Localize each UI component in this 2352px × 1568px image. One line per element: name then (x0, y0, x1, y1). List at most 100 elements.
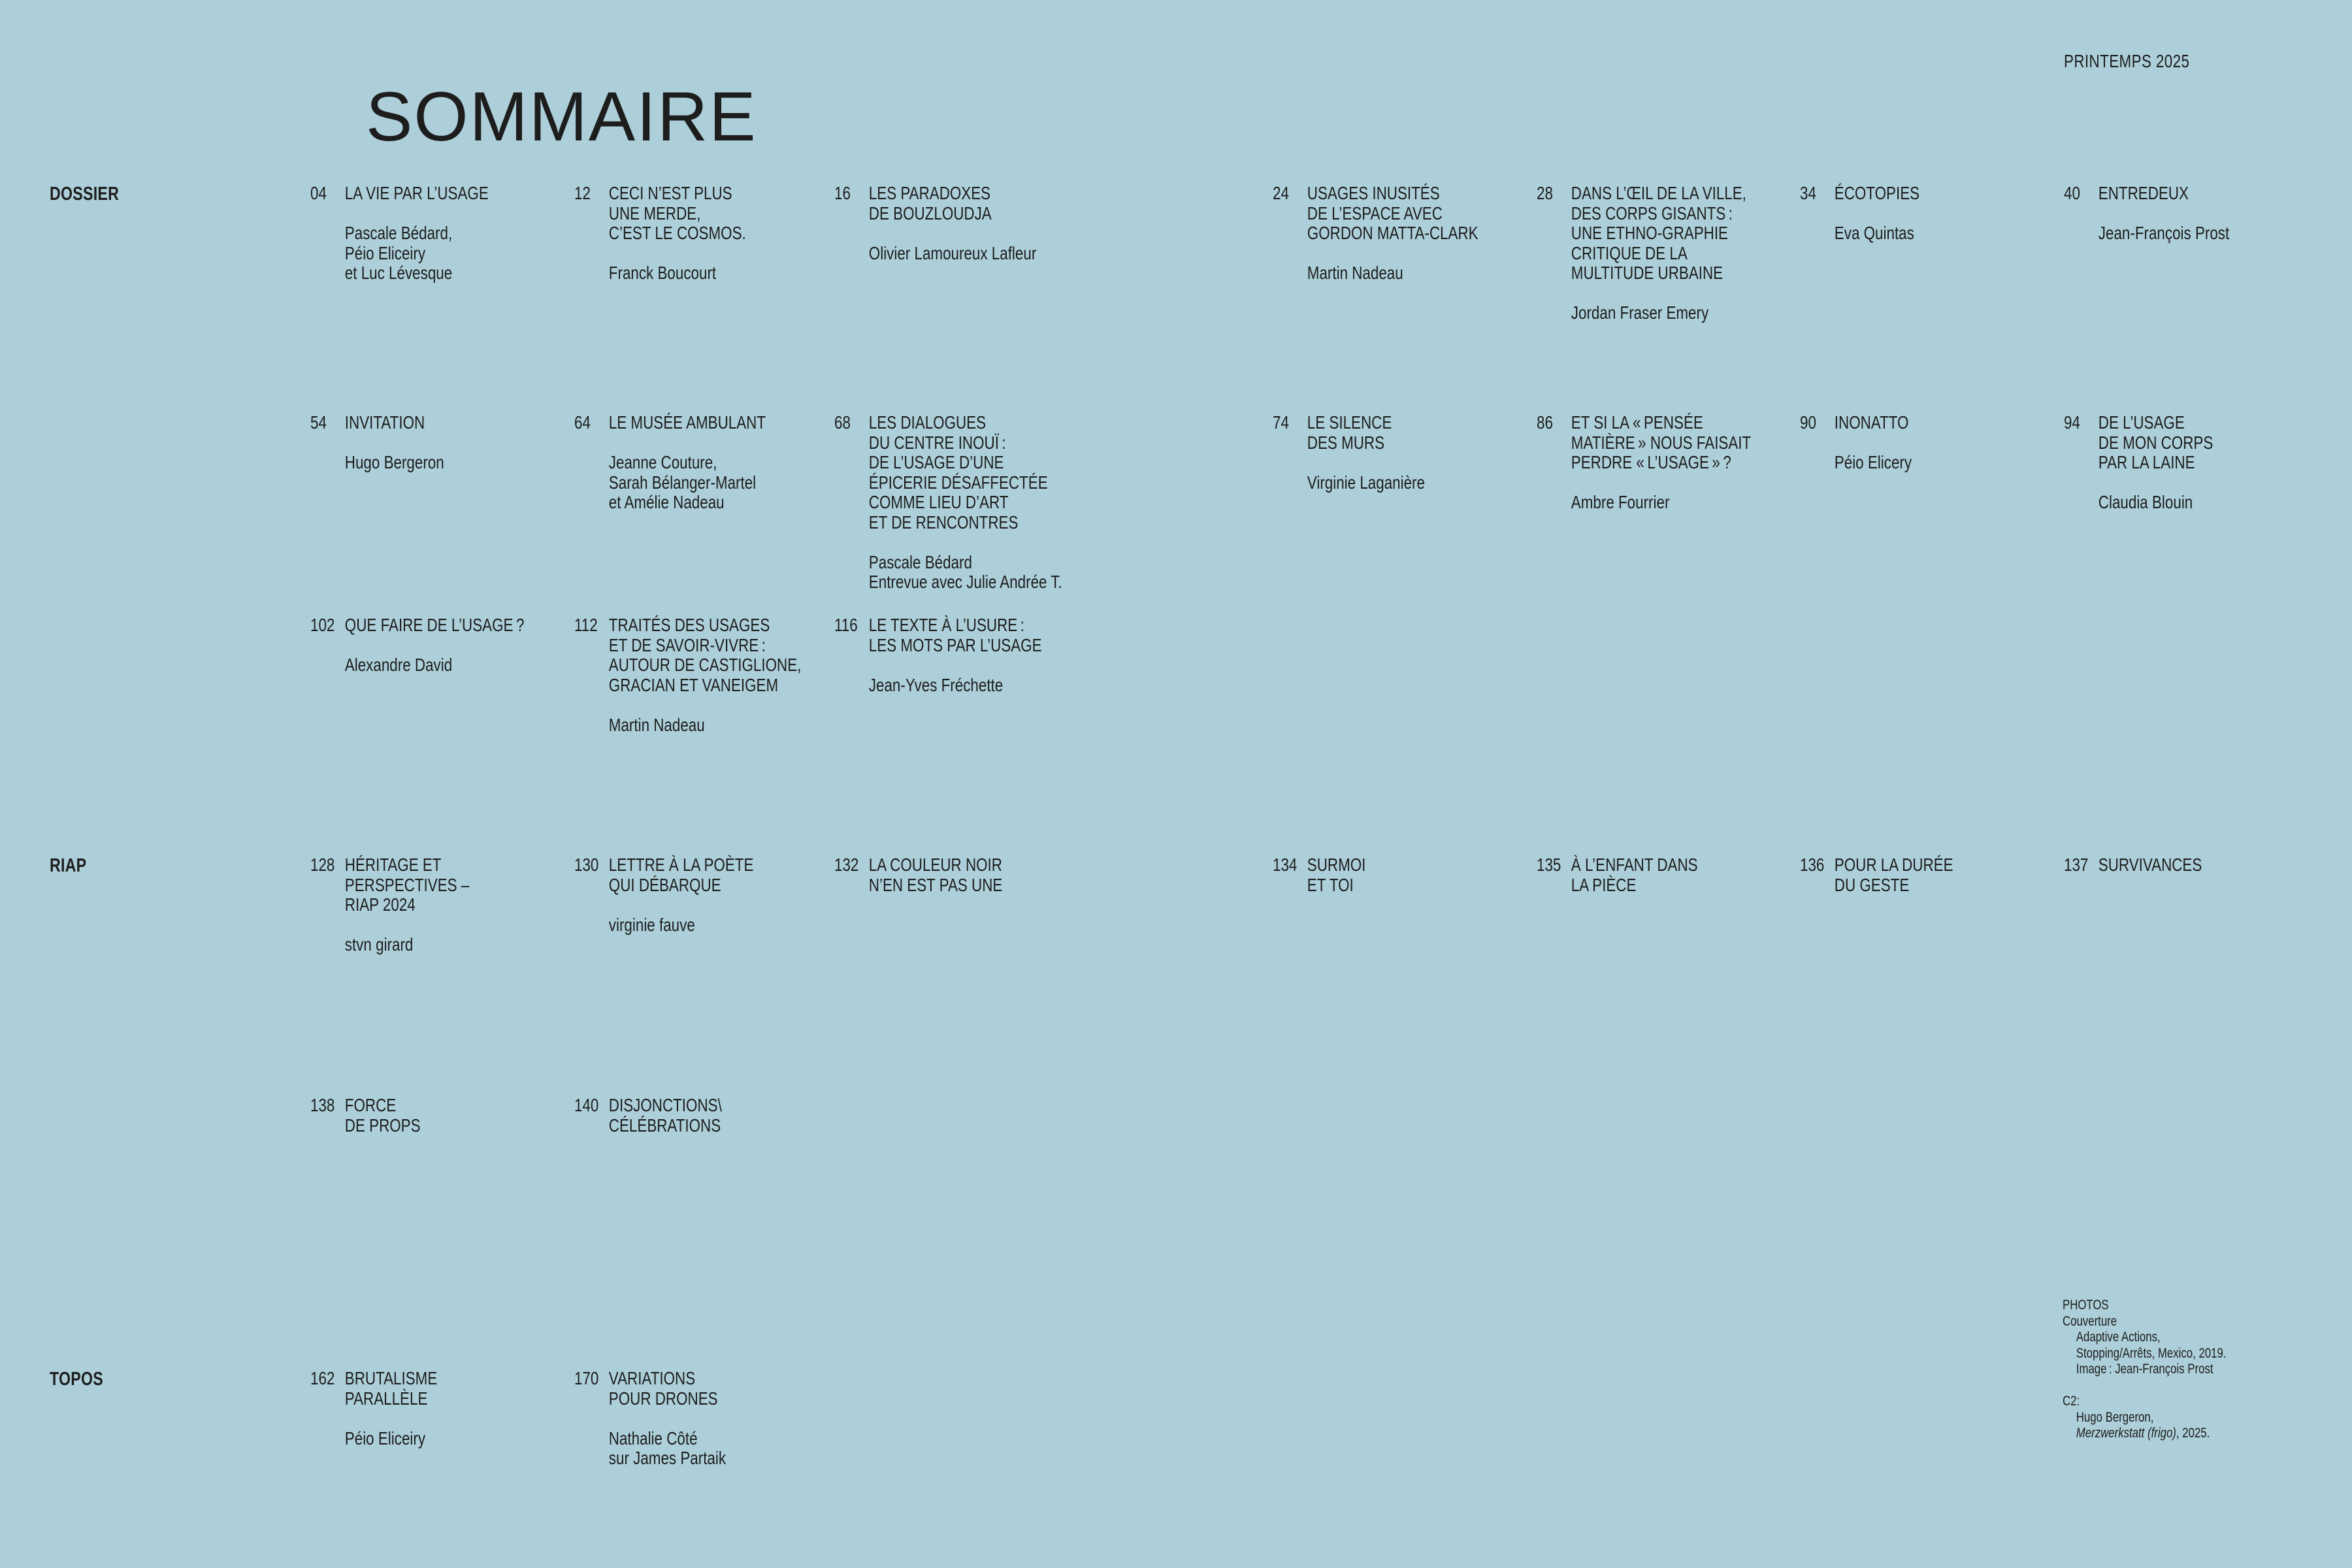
toc-entry: 137 SURVIVANCES (2064, 855, 2202, 875)
page-number: 16 (834, 183, 851, 203)
page-number: 170 (574, 1368, 599, 1388)
article-title: ENTREDEUX (2098, 183, 2189, 203)
article-title: SURVIVANCES (2098, 855, 2202, 875)
photo-credits: PHOTOS Couverture Adaptive Actions, Stop… (2063, 1298, 2227, 1442)
credits-cover-label: Couverture (2063, 1313, 2117, 1329)
article-title: HÉRITAGE ET PERSPECTIVES – RIAP 2024 (344, 855, 470, 915)
issue-label: PRINTEMPS 2025 (2064, 51, 2190, 71)
credits-heading: PHOTOS (2063, 1298, 2109, 1313)
toc-entry: 74 LE SILENCE DES MURS Virginie Laganière (1273, 412, 1425, 493)
section-label-riap: RIAP (50, 855, 87, 876)
article-title: ET SI LA « PENSÉE MATIÈRE » NOUS FAISAIT… (1571, 412, 1752, 472)
article-title: LA VIE PAR L’USAGE (344, 183, 489, 203)
page-number: 116 (834, 615, 858, 635)
article-authors: Olivier Lamoureux Lafleur (868, 242, 1037, 263)
toc-entry: 162 BRUTALISME PARALLÈLE Péio Eliceiry (310, 1368, 437, 1448)
article-title: CECI N’EST PLUS UNE MERDE, C’EST LE COSM… (608, 183, 746, 243)
toc-entry: 40 ENTREDEUX Jean-François Prost (2064, 183, 2230, 244)
toc-entry: 140 DISJONCTIONS\ CÉLÉBRATIONS (574, 1095, 722, 1135)
article-title: LE SILENCE DES MURS (1307, 412, 1392, 453)
toc-entry: 102 QUE FAIRE DE L’USAGE ? Alexandre Davi… (310, 615, 524, 676)
toc-entry: 112 TRAITÉS DES USAGES ET DE SAVOIR-VIVR… (574, 615, 801, 735)
article-authors: Virginie Laganière (1307, 472, 1425, 493)
article-title: LES PARADOXES DE BOUZLOUDJA (868, 183, 992, 223)
page-number: 162 (310, 1368, 335, 1388)
toc-entry: 116 LE TEXTE À L’USURE : LES MOTS PAR L’… (834, 615, 1042, 695)
page-number: 04 (310, 183, 327, 203)
toc-entry: 04 LA VIE PAR L’USAGE Pascale Bédard, Péi… (310, 183, 489, 284)
section-label-topos: TOPOS (50, 1369, 103, 1390)
article-authors: Martin Nadeau (1307, 263, 1403, 283)
article-authors: Martin Nadeau (608, 714, 705, 735)
article-authors: Pascale Bédard Entrevue avec Julie André… (868, 551, 1062, 592)
page-number: 130 (574, 855, 599, 875)
page-number: 54 (310, 412, 327, 433)
page-number: 68 (834, 412, 851, 433)
article-authors: Jordan Fraser Emery (1571, 302, 1709, 323)
toc-entry: 16 LES PARADOXES DE BOUZLOUDJA Olivier La… (834, 183, 1037, 263)
article-authors: Ambre Fourrier (1571, 492, 1670, 512)
article-title: LA COULEUR NOIR N’EN EST PAS UNE (868, 855, 1003, 895)
article-authors: Péio Elicery (1834, 452, 1912, 472)
article-authors: Péio Eliceiry (344, 1428, 426, 1448)
article-authors: Pascale Bédard, Péio Eliceiry et Luc Lév… (344, 223, 453, 283)
toc-entry: 12 CECI N’EST PLUS UNE MERDE, C’EST LE C… (574, 183, 746, 284)
article-authors: Nathalie Côté sur James Partaik (608, 1428, 727, 1468)
article-title: VARIATIONS POUR DRONES (608, 1368, 718, 1409)
page-number: 64 (574, 412, 591, 433)
page-number: 34 (1800, 183, 1816, 203)
toc-entry: 128 HÉRITAGE ET PERSPECTIVES – RIAP 2024… (310, 855, 469, 955)
toc-entry: 170 VARIATIONS POUR DRONES Nathalie Côté … (574, 1368, 727, 1469)
article-authors: Hugo Bergeron (344, 452, 444, 472)
article-title: TRAITÉS DES USAGES ET DE SAVOIR-VIVRE : … (608, 615, 802, 695)
page-number: 28 (1537, 183, 1553, 203)
article-title: USAGES INUSITÉS DE L’ESPACE AVEC GORDON … (1307, 183, 1478, 243)
article-title: LE TEXTE À L’USURE : LES MOTS PAR L’USAG… (868, 615, 1042, 655)
article-authors: Jeanne Couture, Sarah Bélanger-Martel et… (608, 452, 757, 512)
toc-entry: 136 POUR LA DURÉE DU GESTE (1800, 855, 1953, 895)
page-number: 86 (1537, 412, 1553, 433)
toc-entry: 132 LA COULEUR NOIR N’EN EST PAS UNE (834, 855, 1002, 895)
page-number: 137 (2064, 855, 2089, 875)
toc-entry: 90 INONATTO Péio Elicery (1800, 412, 1912, 473)
article-authors: virginie fauve (608, 914, 695, 935)
article-authors: Eva Quintas (1834, 223, 1914, 243)
page-number: 138 (310, 1095, 335, 1115)
article-authors: Jean-François Prost (2098, 223, 2230, 243)
page-number: 128 (310, 855, 335, 875)
article-title: LES DIALOGUES DU CENTRE INOUÏ : DE L’USA… (868, 412, 1048, 532)
credits-cover-details: Adaptive Actions, Stopping/Arrêts, Mexic… (2076, 1330, 2227, 1377)
article-title: LE MUSÉE AMBULANT (608, 412, 766, 433)
article-title: FORCE DE PROPS (344, 1095, 421, 1135)
page-number: 74 (1273, 412, 1289, 433)
toc-entry: 86 ET SI LA « PENSÉE MATIÈRE » NOUS FAIS… (1537, 412, 1752, 513)
article-title: DE L’USAGE DE MON CORPS PAR LA LAINE (2098, 412, 2213, 472)
credits-c2-work-line: Merzwerkstatt (frigo), 2025. (2063, 1426, 2227, 1442)
article-authors: Franck Boucourt (608, 263, 717, 283)
page-number: 140 (574, 1095, 599, 1115)
toc-entry: 28 DANS L’ŒIL DE LA VILLE, DES CORPS GIS… (1537, 183, 1746, 323)
page-number: 24 (1273, 183, 1289, 203)
article-authors: Claudia Blouin (2098, 492, 2193, 512)
page-number: 132 (834, 855, 859, 875)
toc-entry: 54 INVITATION Hugo Bergeron (310, 412, 444, 473)
credits-c2-label: C2: (2063, 1394, 2080, 1409)
toc-entry: 138 FORCE DE PROPS (310, 1095, 421, 1135)
page-number: 40 (2064, 183, 2080, 203)
article-title: DANS L’ŒIL DE LA VILLE, DES CORPS GISANT… (1571, 183, 1746, 283)
article-authors: Jean-Yves Fréchette (868, 674, 1004, 695)
article-authors: Alexandre David (344, 655, 453, 675)
article-authors: stvn girard (344, 934, 414, 955)
page-number: 136 (1800, 855, 1825, 875)
article-title: SURMOI ET TOI (1307, 855, 1366, 895)
article-title: LETTRE À LA POÈTE QUI DÉBARQUE (608, 855, 754, 895)
page-title: SOMMAIRE (366, 76, 757, 155)
toc-entry: 134 SURMOI ET TOI (1273, 855, 1365, 895)
page-number: 135 (1537, 855, 1561, 875)
page-number: 12 (574, 183, 591, 203)
toc-entry: 135 À L’ENFANT DANS LA PIÈCE (1537, 855, 1698, 895)
toc-entry: 68 LES DIALOGUES DU CENTRE INOUÏ : DE L’… (834, 412, 1062, 593)
toc-entry: 64 LE MUSÉE AMBULANT Jeanne Couture, Sara… (574, 412, 766, 513)
article-title: ÉCOTOPIES (1834, 183, 1920, 203)
